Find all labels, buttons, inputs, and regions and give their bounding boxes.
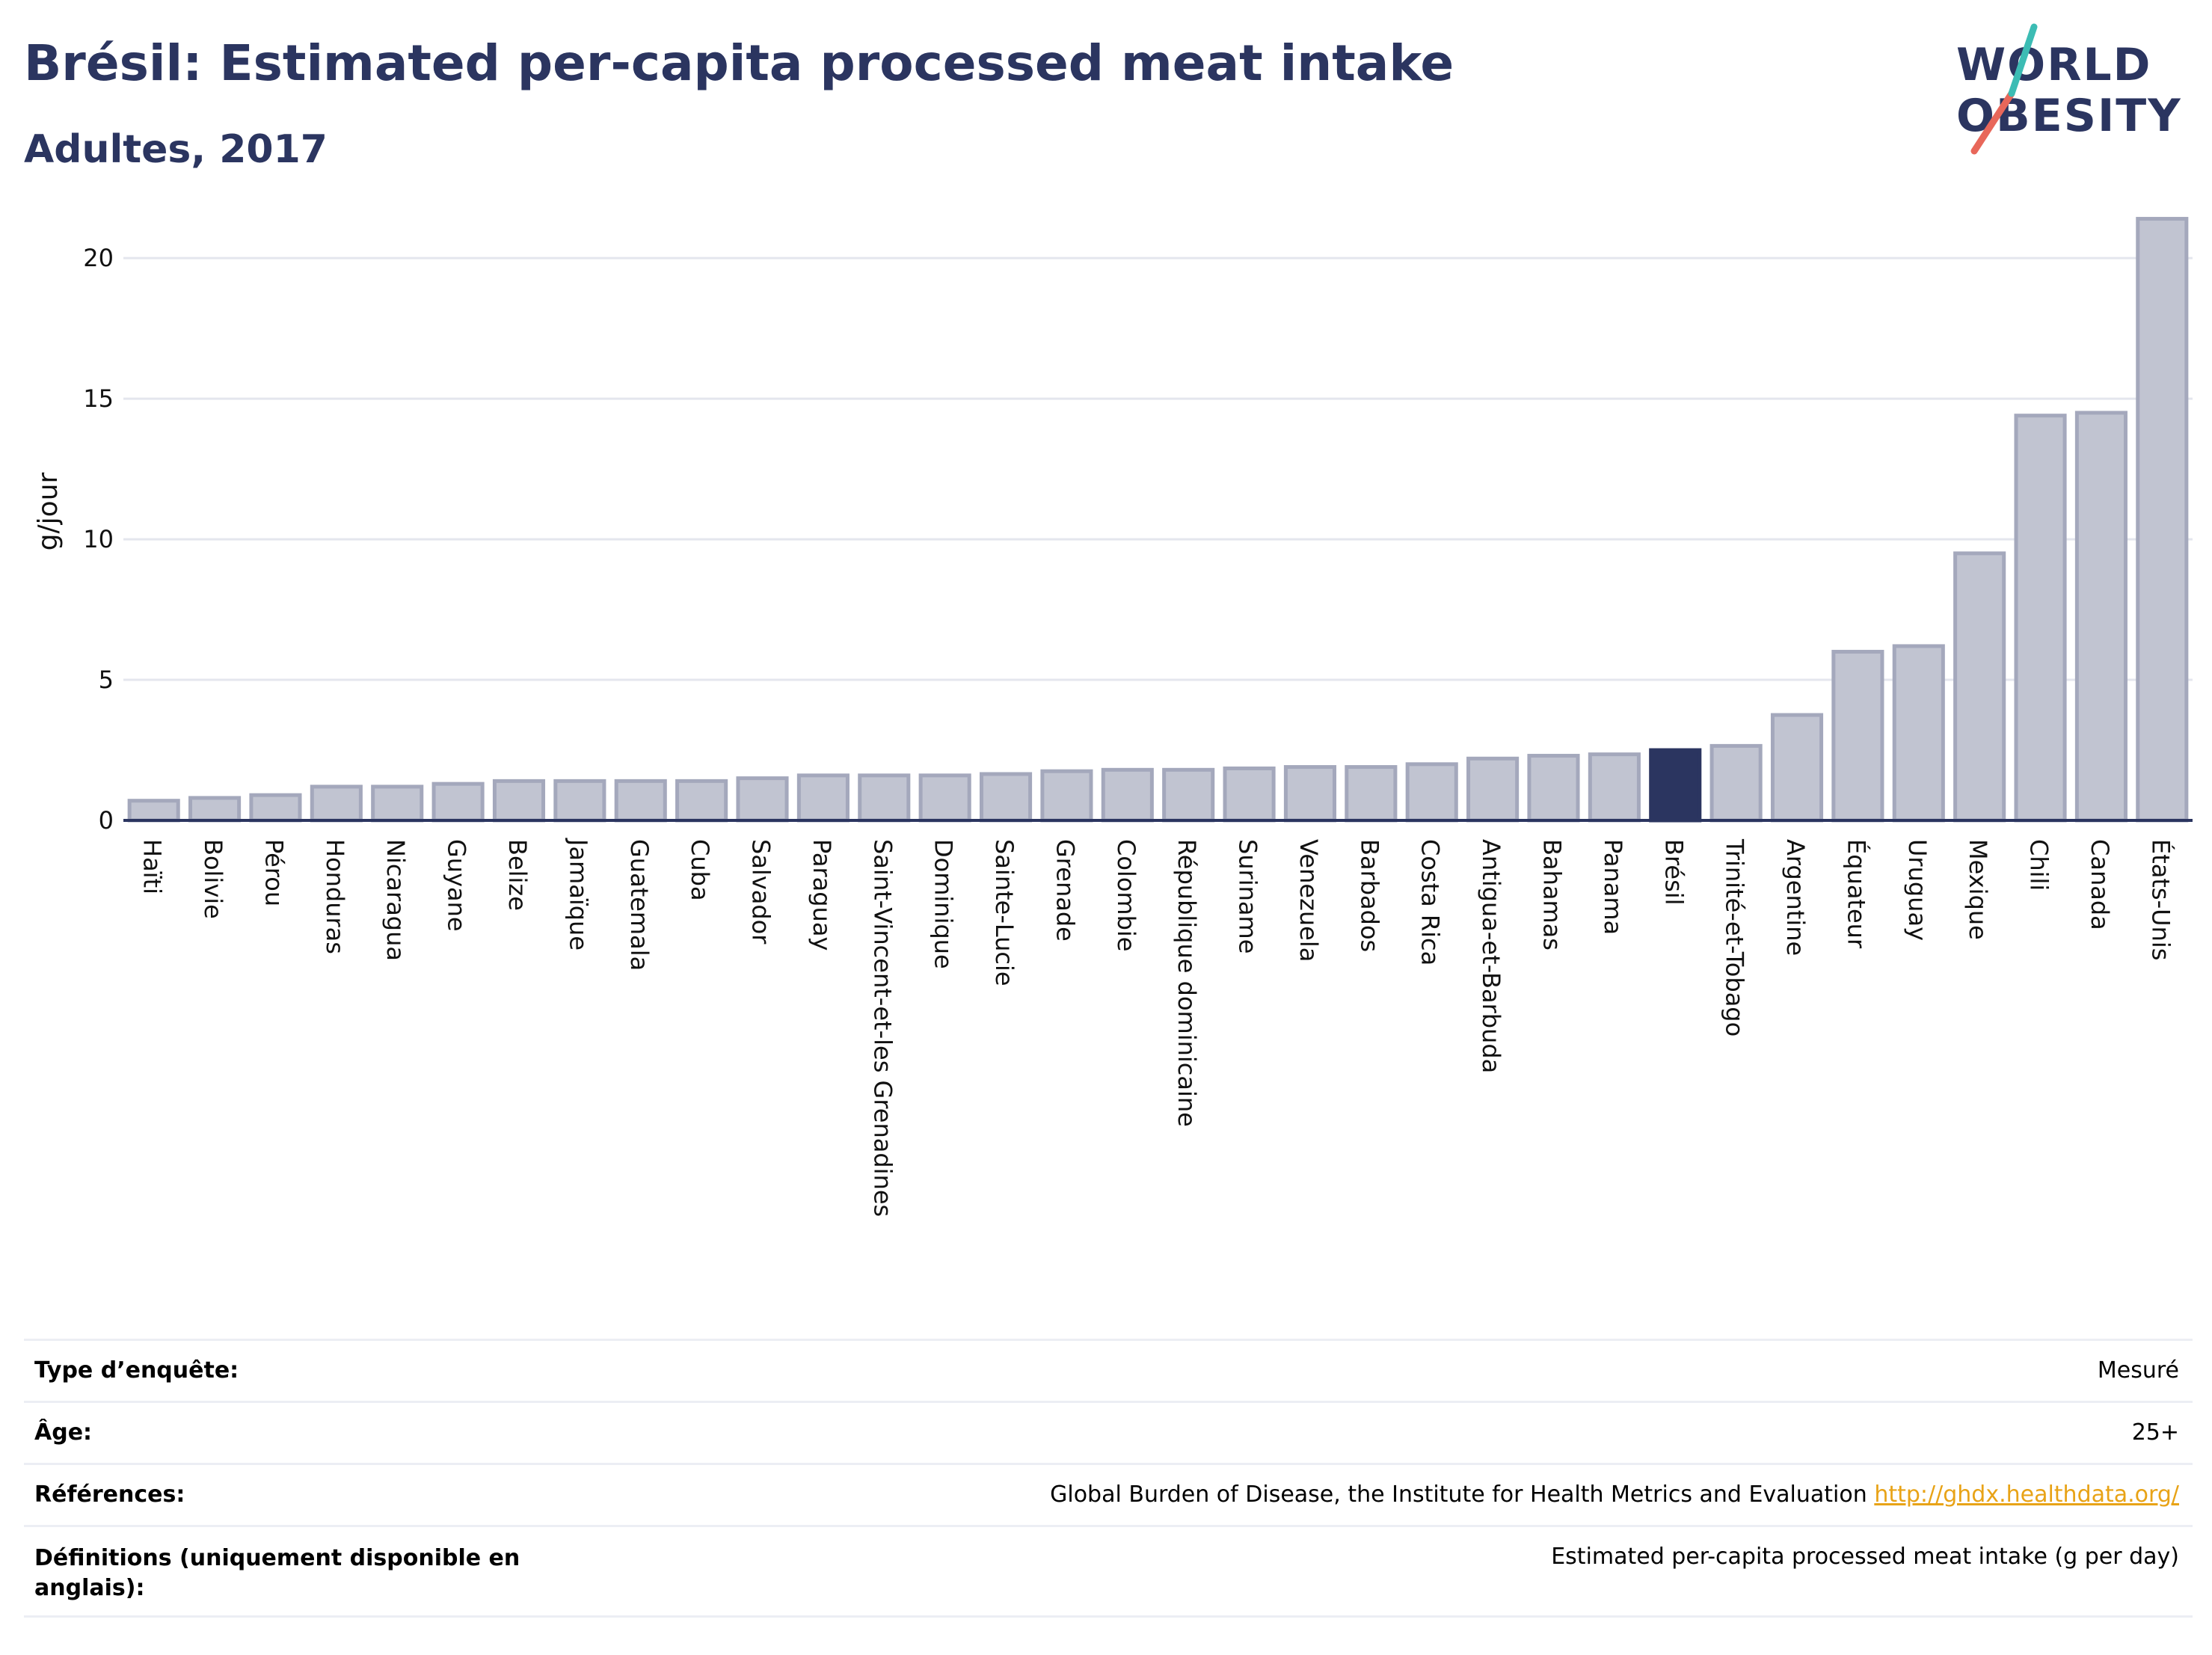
y-tick-label: 10 (83, 525, 114, 553)
bar[interactable] (796, 773, 850, 823)
bar[interactable] (1588, 752, 1641, 823)
info-label: Âge: (34, 1419, 93, 1446)
bar[interactable] (553, 779, 606, 823)
x-tick-label: Salvador (747, 839, 775, 945)
chart-subtitle: Adultes, 2017 (24, 127, 328, 172)
x-tick-label: Suriname (1234, 839, 1262, 954)
bar[interactable] (2074, 411, 2127, 823)
logo-slash-icon (1970, 23, 2038, 155)
info-row-definitions: Définitions (uniquement disponible en an… (24, 1525, 2193, 1618)
x-tick-label: Canada (2086, 839, 2114, 930)
bar[interactable] (1709, 743, 1763, 823)
x-tick-label: Bolivie (199, 839, 227, 919)
reference-text: Global Burden of Disease, the Institute … (1050, 1481, 1867, 1508)
x-tick-label: Venezuela (1294, 839, 1323, 962)
bar-chart: 0 5 10 15 20 Haïti Bolivie Pérou Honduras Nicara… (33, 217, 2193, 1217)
info-value: Estimated per-capita processed meat inta… (1551, 1544, 2179, 1570)
x-tick-label: Colombie (1112, 839, 1140, 951)
bar[interactable] (858, 773, 911, 823)
x-tick-label: Paraguay (808, 839, 836, 951)
bar[interactable] (675, 779, 728, 823)
bar[interactable] (979, 772, 1033, 823)
x-tick-label: Panama (1599, 839, 1627, 935)
x-tick-label: Pérou (259, 839, 288, 906)
world-obesity-logo: WORLD OBESITY (1952, 22, 2199, 157)
x-tick-label: Argentine (1781, 839, 1810, 956)
bar[interactable] (2136, 217, 2189, 823)
chart-title: Brésil: Estimated per-capita processed m… (24, 34, 1454, 92)
x-tick-label: Antigua-et-Barbuda (1477, 839, 1505, 1073)
bar[interactable] (1953, 551, 2006, 823)
x-tick-label: Uruguay (1903, 839, 1932, 941)
x-tick-label: Barbados (1355, 839, 1383, 952)
y-axis-title: g/jour (33, 472, 64, 550)
bar[interactable] (310, 784, 363, 823)
bar[interactable] (1223, 766, 1276, 823)
bar[interactable] (492, 779, 546, 823)
x-tick-label: Équateur (1842, 839, 1870, 949)
x-tick-label: Cuba (686, 839, 714, 901)
x-tick-label: Belize (503, 839, 532, 911)
x-tick-label: République dominicaine (1173, 839, 1201, 1127)
bars (127, 217, 2189, 823)
x-tick-label: Chili (2025, 839, 2053, 891)
y-tick-label: 20 (83, 244, 114, 272)
bar[interactable] (1345, 765, 1398, 823)
bar[interactable] (1405, 762, 1458, 823)
bar[interactable] (249, 793, 302, 823)
info-row-age: Âge: 25+ (24, 1401, 2193, 1463)
x-tick-label: Dominique (930, 839, 958, 969)
bar[interactable] (1527, 754, 1580, 823)
x-tick-label: Trinité-et-Tobago (1721, 838, 1749, 1037)
x-tick-label: Guyane (443, 839, 471, 932)
bar[interactable] (1283, 765, 1337, 823)
x-tick-label: Jamaïque (564, 838, 592, 951)
info-value: 25+ (2131, 1419, 2179, 1446)
bar[interactable] (1466, 756, 1520, 823)
info-table: Type d’enquête: Mesuré Âge: 25+ Référenc… (24, 1339, 2193, 1618)
x-tick-label: Mexique (1964, 839, 1992, 940)
y-tick-label: 0 (99, 806, 114, 835)
bar[interactable] (2014, 414, 2067, 823)
bar[interactable] (371, 784, 424, 823)
info-row-references: Références: Global Burden of Disease, th… (24, 1463, 2193, 1525)
bar[interactable] (614, 779, 667, 823)
info-value: Global Burden of Disease, the Institute … (1050, 1481, 2179, 1508)
x-tick-label: Nicaragua (381, 839, 410, 961)
bar[interactable] (431, 782, 485, 823)
y-tick-label: 15 (83, 384, 114, 413)
bar[interactable] (188, 796, 242, 823)
bar[interactable] (1831, 649, 1884, 823)
info-label: Type d’enquête: (34, 1357, 239, 1384)
bar[interactable] (1162, 767, 1215, 823)
x-tick-label: Guatemala (625, 839, 654, 971)
gridlines (123, 257, 2193, 681)
logo-word-world: WORLD (1956, 39, 2152, 91)
info-row-survey-type: Type d’enquête: Mesuré (24, 1339, 2193, 1401)
bar[interactable] (1101, 767, 1154, 823)
bar[interactable] (736, 776, 789, 823)
bar[interactable] (1770, 713, 1824, 823)
info-value: Mesuré (2097, 1357, 2179, 1384)
y-tick-label: 5 (99, 666, 114, 694)
info-label: Références: (34, 1481, 185, 1508)
bar[interactable] (1649, 748, 1702, 823)
x-tick-label: Sainte-Lucie (990, 839, 1019, 986)
x-tick-label: Costa Rica (1416, 839, 1445, 965)
y-axis-ticks: 0 5 10 15 20 (83, 244, 114, 835)
bar[interactable] (1892, 644, 1945, 823)
x-tick-label: Brésil (1659, 839, 1688, 906)
x-axis-labels: Haïti Bolivie Pérou Honduras Nicaragua Guyane… (138, 838, 2175, 1217)
x-tick-label: Grenade (1051, 839, 1079, 942)
x-tick-label: Bahamas (1537, 839, 1566, 951)
x-tick-label: Honduras (321, 839, 349, 954)
bar[interactable] (1040, 769, 1093, 823)
reference-link[interactable]: http://ghdx.healthdata.org/ (1874, 1481, 2179, 1508)
bar[interactable] (127, 799, 180, 823)
x-tick-label: Haïti (138, 839, 167, 894)
x-tick-label: États-Unis (2146, 839, 2175, 960)
info-label: Définitions (uniquement disponible en an… (34, 1545, 520, 1601)
x-tick-label: Saint-Vincent-et-les Grenadines (868, 839, 897, 1217)
bar[interactable] (918, 773, 971, 823)
